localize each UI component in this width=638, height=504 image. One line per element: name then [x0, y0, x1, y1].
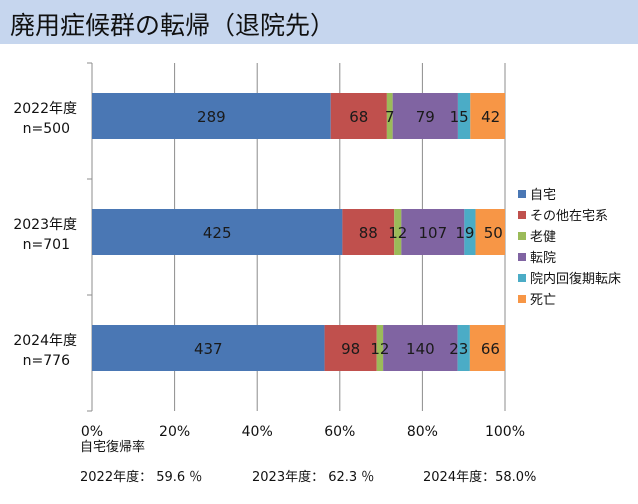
rate-2023: 2023年度： 62.3 ％ — [252, 470, 375, 485]
legend-label: 転院 — [530, 251, 556, 266]
bar-segment — [324, 325, 377, 371]
rate-2022: 2022年度： 59.6 ％ — [80, 470, 203, 485]
category-year-label: 2024年度 — [13, 333, 77, 349]
data-label: 437 — [194, 340, 223, 358]
bar-segment — [392, 93, 458, 139]
legend-label: 老健 — [530, 230, 556, 245]
data-label: 98 — [341, 340, 360, 358]
legend-label: 死亡 — [530, 293, 556, 308]
bar-segment — [470, 93, 505, 139]
bar-segment — [92, 209, 343, 255]
x-tick-label: 0% — [81, 424, 103, 440]
bar-segment — [383, 325, 458, 371]
bar-segment — [464, 209, 476, 255]
bar-segment — [475, 209, 505, 255]
x-tick-label: 80% — [407, 424, 438, 440]
legend-swatch — [518, 211, 526, 219]
legend-swatch — [518, 190, 526, 198]
data-label: 23 — [449, 340, 468, 358]
title-banner — [0, 0, 638, 44]
bar-segment — [394, 209, 402, 255]
home-return-rate-label: 自宅復帰率 — [80, 440, 146, 455]
category-n-label: n=500 — [23, 121, 70, 137]
legend-label: 自宅 — [530, 188, 556, 203]
data-label: 79 — [416, 108, 435, 126]
bar-segment — [469, 325, 505, 371]
category-n-label: n=701 — [23, 237, 70, 253]
x-tick-label: 100% — [485, 424, 525, 440]
bar-segment — [401, 209, 465, 255]
data-label: 7 — [385, 108, 395, 126]
bar-segment — [92, 325, 325, 371]
data-label: 42 — [481, 108, 500, 126]
data-label: 12 — [388, 224, 407, 242]
bar-segment — [386, 93, 393, 139]
legend-label: その他在宅系 — [530, 209, 608, 224]
data-label: 88 — [359, 224, 378, 242]
legend-swatch — [518, 295, 526, 303]
data-label: 289 — [197, 108, 226, 126]
legend-swatch — [518, 253, 526, 261]
bar-segment — [342, 209, 395, 255]
x-tick-label: 60% — [324, 424, 355, 440]
bar-segment — [457, 325, 470, 371]
legend-swatch — [518, 274, 526, 282]
category-year-label: 2023年度 — [13, 217, 77, 233]
data-label: 19 — [455, 224, 474, 242]
data-label: 12 — [370, 340, 389, 358]
rate-2024: 2024年度：58.0% — [423, 470, 537, 485]
page-title: 廃用症候群の転帰（退院先） — [10, 11, 336, 40]
x-tick-label: 40% — [242, 424, 273, 440]
bar-segment — [330, 93, 387, 139]
x-tick-labels: 0% 20% 40% 60% 80% 100% — [81, 424, 525, 440]
bar-segment — [457, 93, 471, 139]
bar-segment — [92, 93, 331, 139]
data-label: 425 — [203, 224, 232, 242]
data-label: 68 — [349, 108, 368, 126]
data-label: 107 — [419, 224, 448, 242]
x-tick-label: 20% — [159, 424, 190, 440]
bars: 289 68 7 79 15 42 425 88 12 107 19 50 437 98 12 140 23 66 — [92, 93, 505, 371]
bar-segment — [376, 325, 384, 371]
data-label: 50 — [484, 224, 503, 242]
category-year-label: 2022年度 — [13, 101, 77, 117]
data-label: 15 — [450, 108, 469, 126]
legend-label: 院内回復期転床 — [530, 271, 621, 287]
legend-swatch — [518, 232, 526, 240]
category-n-label: n=776 — [23, 353, 70, 369]
category-labels: 2022年度 n=500 2023年度 n=701 2024年度 n=776 — [13, 101, 77, 369]
data-label: 140 — [406, 340, 435, 358]
data-label: 66 — [481, 340, 500, 358]
